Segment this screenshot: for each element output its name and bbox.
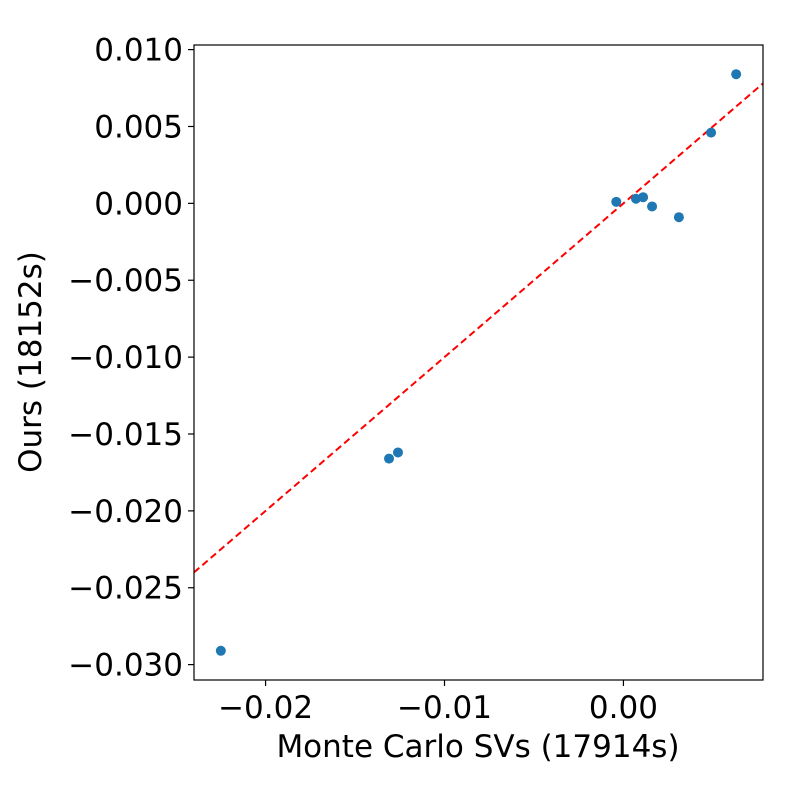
plot-area bbox=[194, 69, 763, 656]
x-tick-label: −0.01 bbox=[397, 690, 492, 726]
y-tick-label: −0.020 bbox=[68, 494, 183, 530]
data-point bbox=[731, 69, 742, 80]
y-axis-ticks: 0.010 0.005 0.000 −0.005 −0.010 −0.015 −0.020 −… bbox=[68, 33, 194, 684]
data-point bbox=[392, 447, 403, 458]
y-tick-label: −0.015 bbox=[68, 417, 183, 453]
data-point bbox=[638, 192, 649, 203]
x-axis-label: Monte Carlo SVs (17914s) bbox=[276, 729, 679, 765]
data-point bbox=[611, 196, 622, 207]
y-axis-label: Ours (18152s) bbox=[13, 251, 49, 473]
y-tick-label: −0.030 bbox=[68, 648, 183, 684]
y-tick-label: −0.025 bbox=[68, 571, 183, 607]
y-tick-label: −0.010 bbox=[68, 340, 183, 376]
y-tick-label: −0.005 bbox=[68, 263, 183, 299]
y-tick-label: 0.000 bbox=[94, 186, 183, 222]
x-tick-label: 0.00 bbox=[589, 690, 658, 726]
data-point bbox=[673, 212, 684, 223]
fit-line bbox=[194, 82, 763, 574]
data-point bbox=[384, 453, 395, 464]
data-point bbox=[647, 201, 658, 212]
y-tick-label: 0.005 bbox=[94, 109, 183, 145]
data-point bbox=[215, 645, 226, 656]
data-point bbox=[706, 127, 717, 138]
plot-frame bbox=[193, 44, 764, 681]
x-tick-label: −0.02 bbox=[218, 690, 313, 726]
data-points bbox=[215, 69, 742, 656]
y-tick-label: 0.010 bbox=[94, 33, 183, 69]
x-axis-ticks: −0.02 −0.01 0.00 bbox=[218, 680, 658, 726]
